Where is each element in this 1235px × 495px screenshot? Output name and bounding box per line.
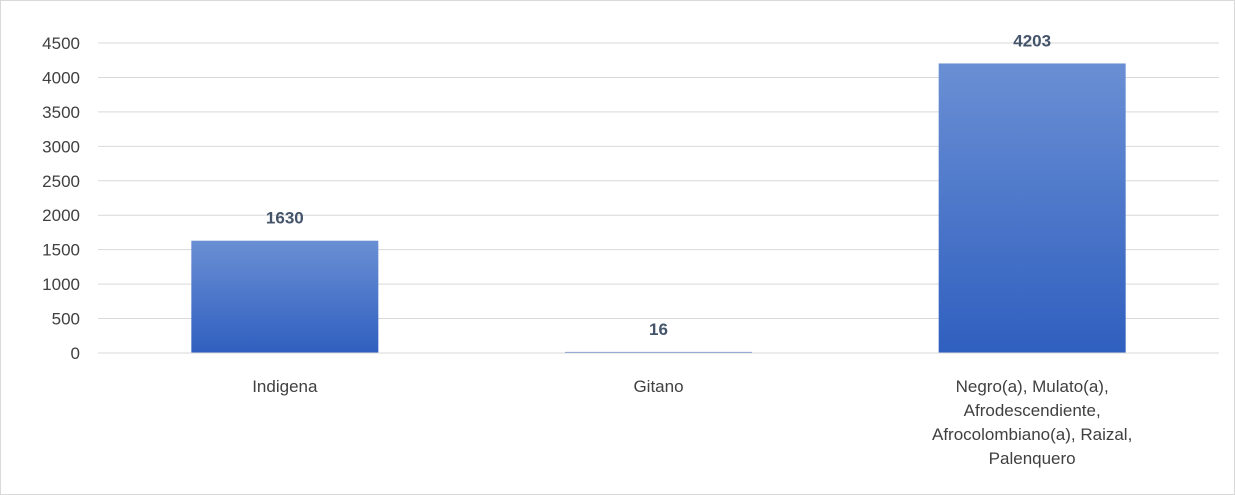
y-tick-label: 3000 — [42, 137, 80, 156]
data-label: 1630 — [266, 209, 304, 228]
data-label: 16 — [649, 320, 668, 339]
category-label-line: Gitano — [633, 377, 683, 396]
category-label: Indigena — [252, 377, 318, 396]
y-axis-tick-labels: 0 500 1000 1500 2000 2500 3000 3500 4000 4500 — [42, 34, 80, 363]
category-label-line: Negro(a), Mulato(a), — [956, 377, 1109, 396]
bars — [191, 63, 1125, 353]
category-label: Negro(a), Mulato(a), Afrodescendiente, Afr… — [932, 377, 1132, 468]
y-tick-label: 0 — [71, 344, 80, 363]
category-label-line: Afrodescendiente, — [964, 401, 1101, 420]
category-label-line: Indigena — [252, 377, 318, 396]
bar-3 — [939, 63, 1126, 353]
y-tick-label: 1500 — [42, 241, 80, 260]
data-label: 4203 — [1013, 31, 1051, 50]
bar-1 — [191, 241, 378, 353]
y-tick-label: 2500 — [42, 172, 80, 191]
y-tick-label: 500 — [52, 310, 80, 329]
y-tick-label: 2000 — [42, 206, 80, 225]
category-label: Gitano — [633, 377, 683, 396]
y-tick-label: 4500 — [42, 34, 80, 53]
category-labels: Indigena Gitano Negro(a), Mulato(a), Afrode… — [252, 377, 1132, 468]
y-tick-label: 3500 — [42, 103, 80, 122]
category-label-line: Afrocolombiano(a), Raizal, — [932, 425, 1132, 444]
y-tick-label: 4000 — [42, 68, 80, 87]
y-tick-label: 1000 — [42, 275, 80, 294]
category-label-line: Palenquero — [989, 449, 1076, 468]
